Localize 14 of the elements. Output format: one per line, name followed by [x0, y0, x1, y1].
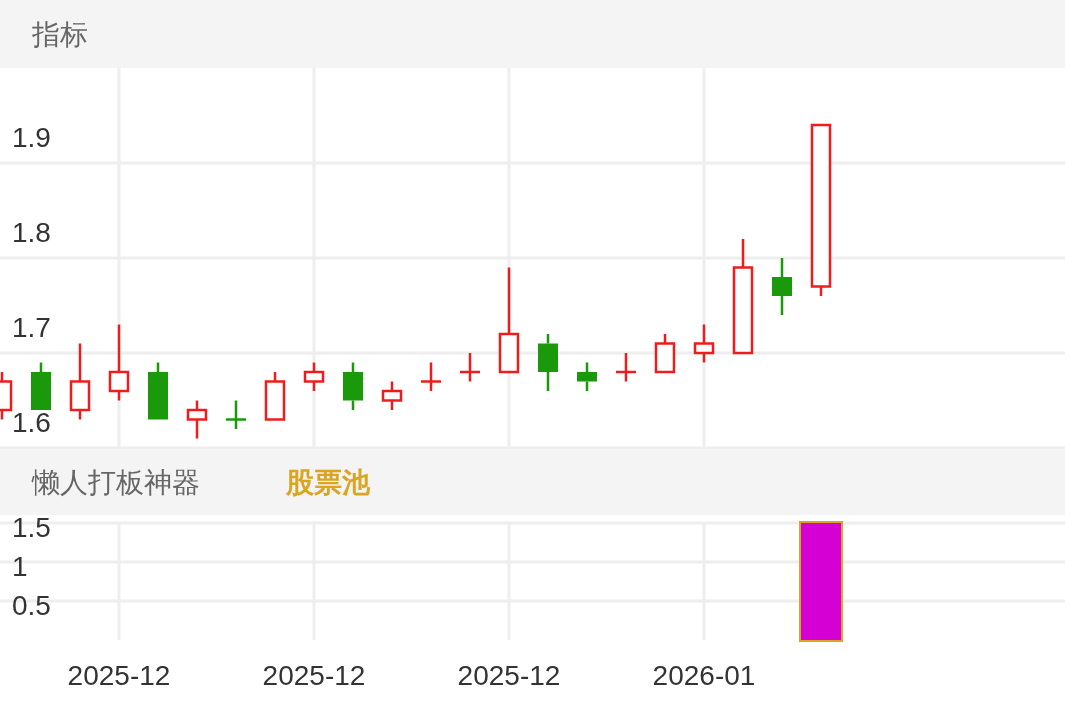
chart-title: 懒人打板神器	[31, 467, 200, 498]
x-tick-label: 2025-12	[262, 659, 366, 691]
chart-subtitle: 股票池	[285, 467, 371, 498]
x-tick-label: 2025-12	[67, 659, 171, 691]
y-tick-label: 1.7	[12, 311, 51, 343]
y-tick-label: 1.6	[12, 406, 51, 438]
y-tick-label: 1.5	[12, 511, 51, 543]
x-tick-label: 2025-12	[457, 659, 561, 691]
y-tick-label: 0.5	[12, 589, 51, 621]
y-tick-label: 1	[12, 550, 28, 582]
chart-title: 指标	[31, 18, 88, 50]
y-tick-label: 1.9	[12, 121, 51, 153]
x-tick-label: 2026-01	[652, 659, 756, 691]
y-tick-label: 1.8	[12, 216, 51, 248]
